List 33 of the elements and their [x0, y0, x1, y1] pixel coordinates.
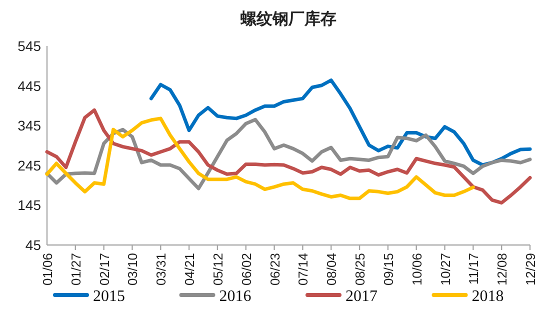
x-tick-label: 10/27	[438, 253, 453, 286]
x-tick-label: 12/29	[523, 253, 538, 286]
y-tick-label: 245	[18, 157, 42, 174]
x-tick-label: 06/23	[267, 253, 282, 286]
x-tick-label: 06/02	[238, 253, 254, 286]
x-tick-label: 02/17	[96, 253, 112, 286]
x-tick-label: 07/14	[296, 253, 311, 286]
y-tick-label: 145	[18, 197, 42, 214]
legend-label: 2018	[472, 288, 504, 305]
x-tick-label: 11/17	[466, 253, 482, 285]
x-tick-label: 12/08	[494, 253, 510, 286]
x-tick-label: 04/21	[182, 253, 198, 286]
x-tick-label: 01/27	[68, 253, 84, 286]
legend-label: 2015	[93, 288, 125, 305]
x-tick-label: 08/25	[352, 253, 368, 286]
x-tick-label: 01/06	[40, 253, 55, 286]
x-tick-label: 05/12	[210, 253, 226, 286]
y-tick-label: 345	[18, 118, 42, 134]
x-tick-label: 09/15	[380, 253, 396, 286]
x-tick-label: 03/10	[125, 253, 140, 286]
y-tick-label: 445	[18, 78, 42, 94]
legend-label: 2017	[346, 288, 378, 305]
x-tick-label: 08/04	[324, 253, 340, 286]
line-series	[149, 78, 532, 167]
line-series	[45, 108, 532, 205]
line-series	[45, 116, 475, 200]
x-tick-label: 10/06	[409, 253, 424, 286]
line-series	[45, 118, 532, 190]
legend-label: 2016	[219, 288, 252, 305]
y-tick-label: 545	[18, 38, 42, 54]
chart-title: 螺纹钢厂库存	[240, 10, 336, 28]
x-tick-label: 03/31	[154, 253, 169, 286]
y-tick-label: 45	[25, 237, 42, 253]
